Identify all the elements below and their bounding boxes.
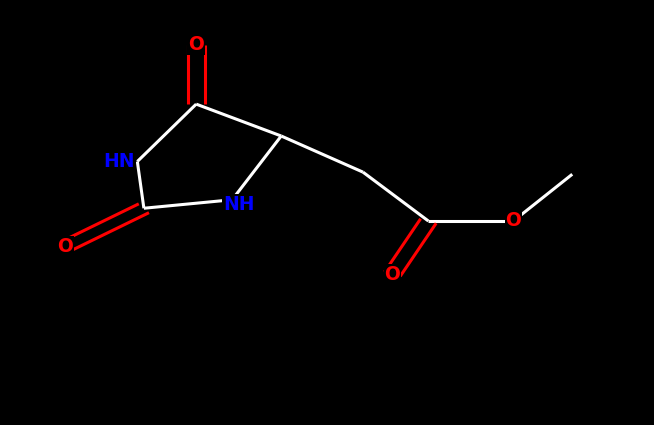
Text: O: O <box>385 265 400 283</box>
Text: NH: NH <box>223 195 254 213</box>
Text: O: O <box>506 212 521 230</box>
Text: O: O <box>188 35 204 54</box>
Text: HN: HN <box>103 152 135 171</box>
Text: O: O <box>58 237 73 256</box>
